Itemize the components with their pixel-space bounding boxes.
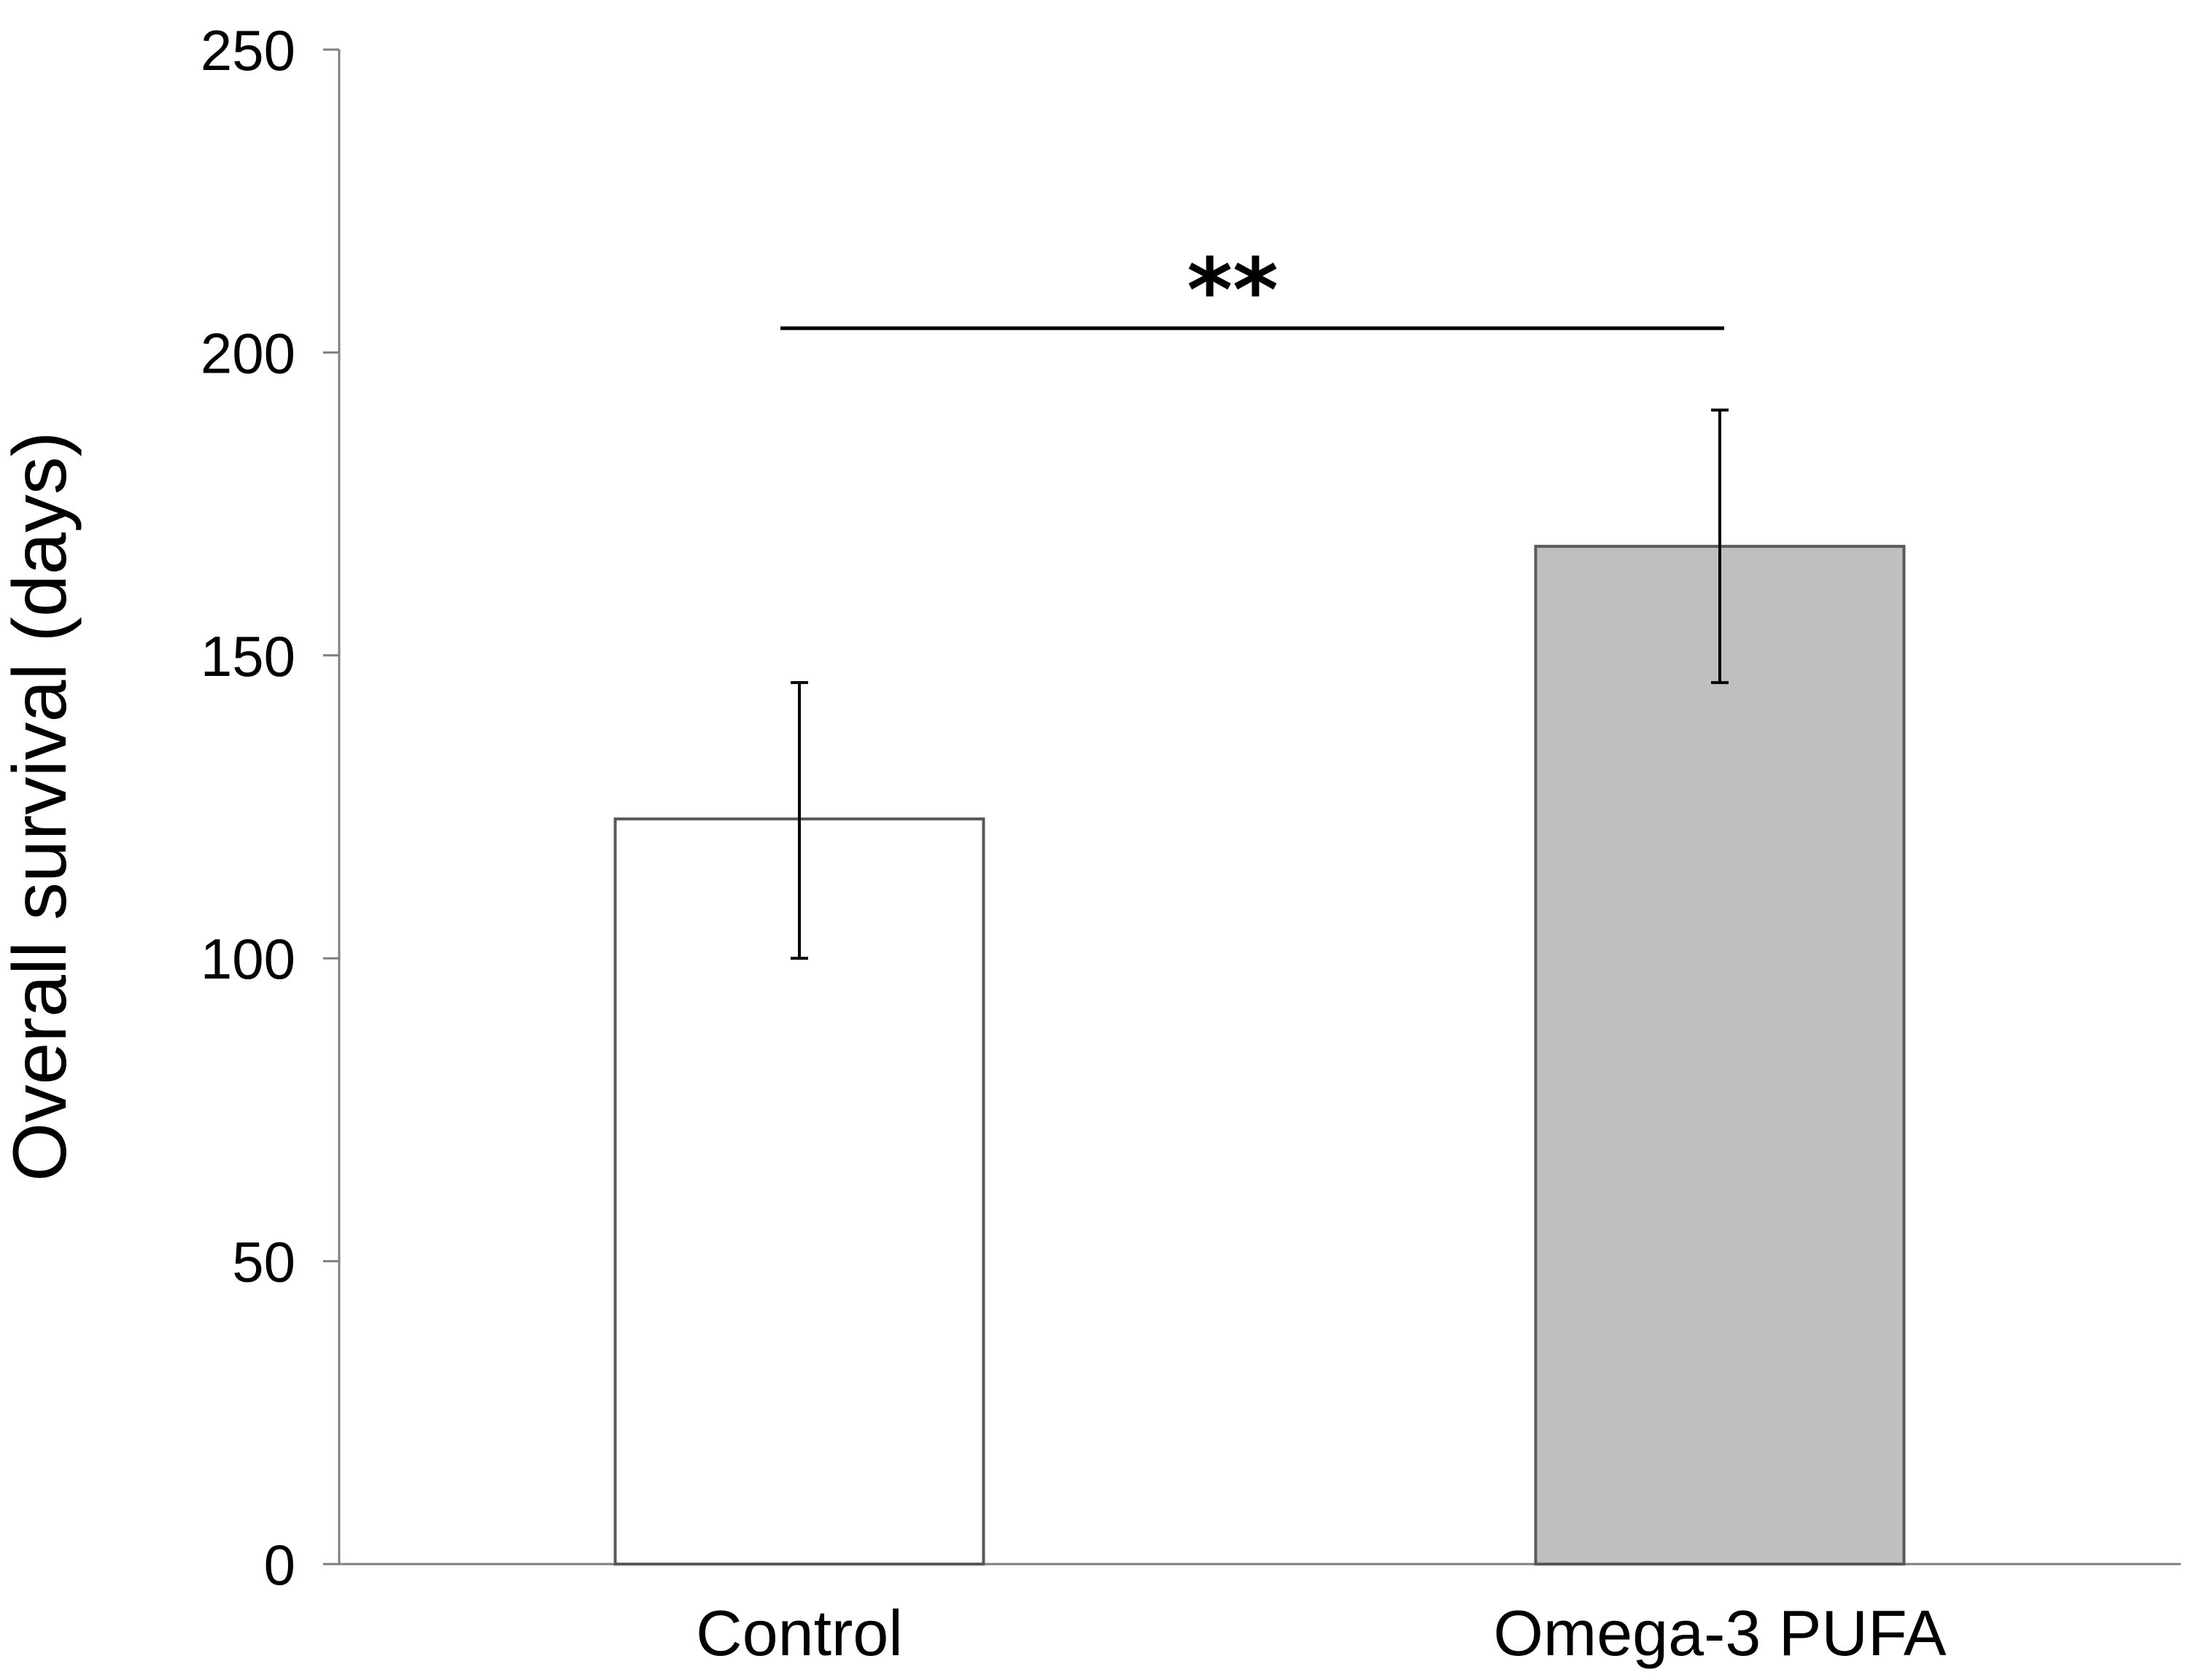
y-tick-label: 150	[201, 624, 295, 688]
y-tick-label: 200	[201, 321, 295, 385]
y-axis-title: Overall survival (days)	[0, 432, 82, 1182]
x-tick-labels-group: Control Omega-3 PUFA	[696, 1597, 1947, 1669]
bar-omega-3-pufa	[1534, 545, 1906, 1566]
y-tick-label: 100	[201, 927, 295, 991]
x-tick-label: Control	[696, 1597, 903, 1669]
y-ticks-group: 0 50 100 150 200 250	[201, 18, 339, 1597]
significance-group: **	[780, 241, 1724, 342]
error-bars-group	[791, 408, 1729, 960]
x-tick-label: Omega-3 PUFA	[1493, 1597, 1946, 1669]
y-tick-label: 0	[264, 1533, 295, 1597]
bars-group	[613, 545, 1906, 1566]
y-tick-label: 250	[201, 18, 295, 82]
significance-label: **	[1187, 241, 1279, 342]
y-tick-label: 50	[232, 1230, 295, 1294]
